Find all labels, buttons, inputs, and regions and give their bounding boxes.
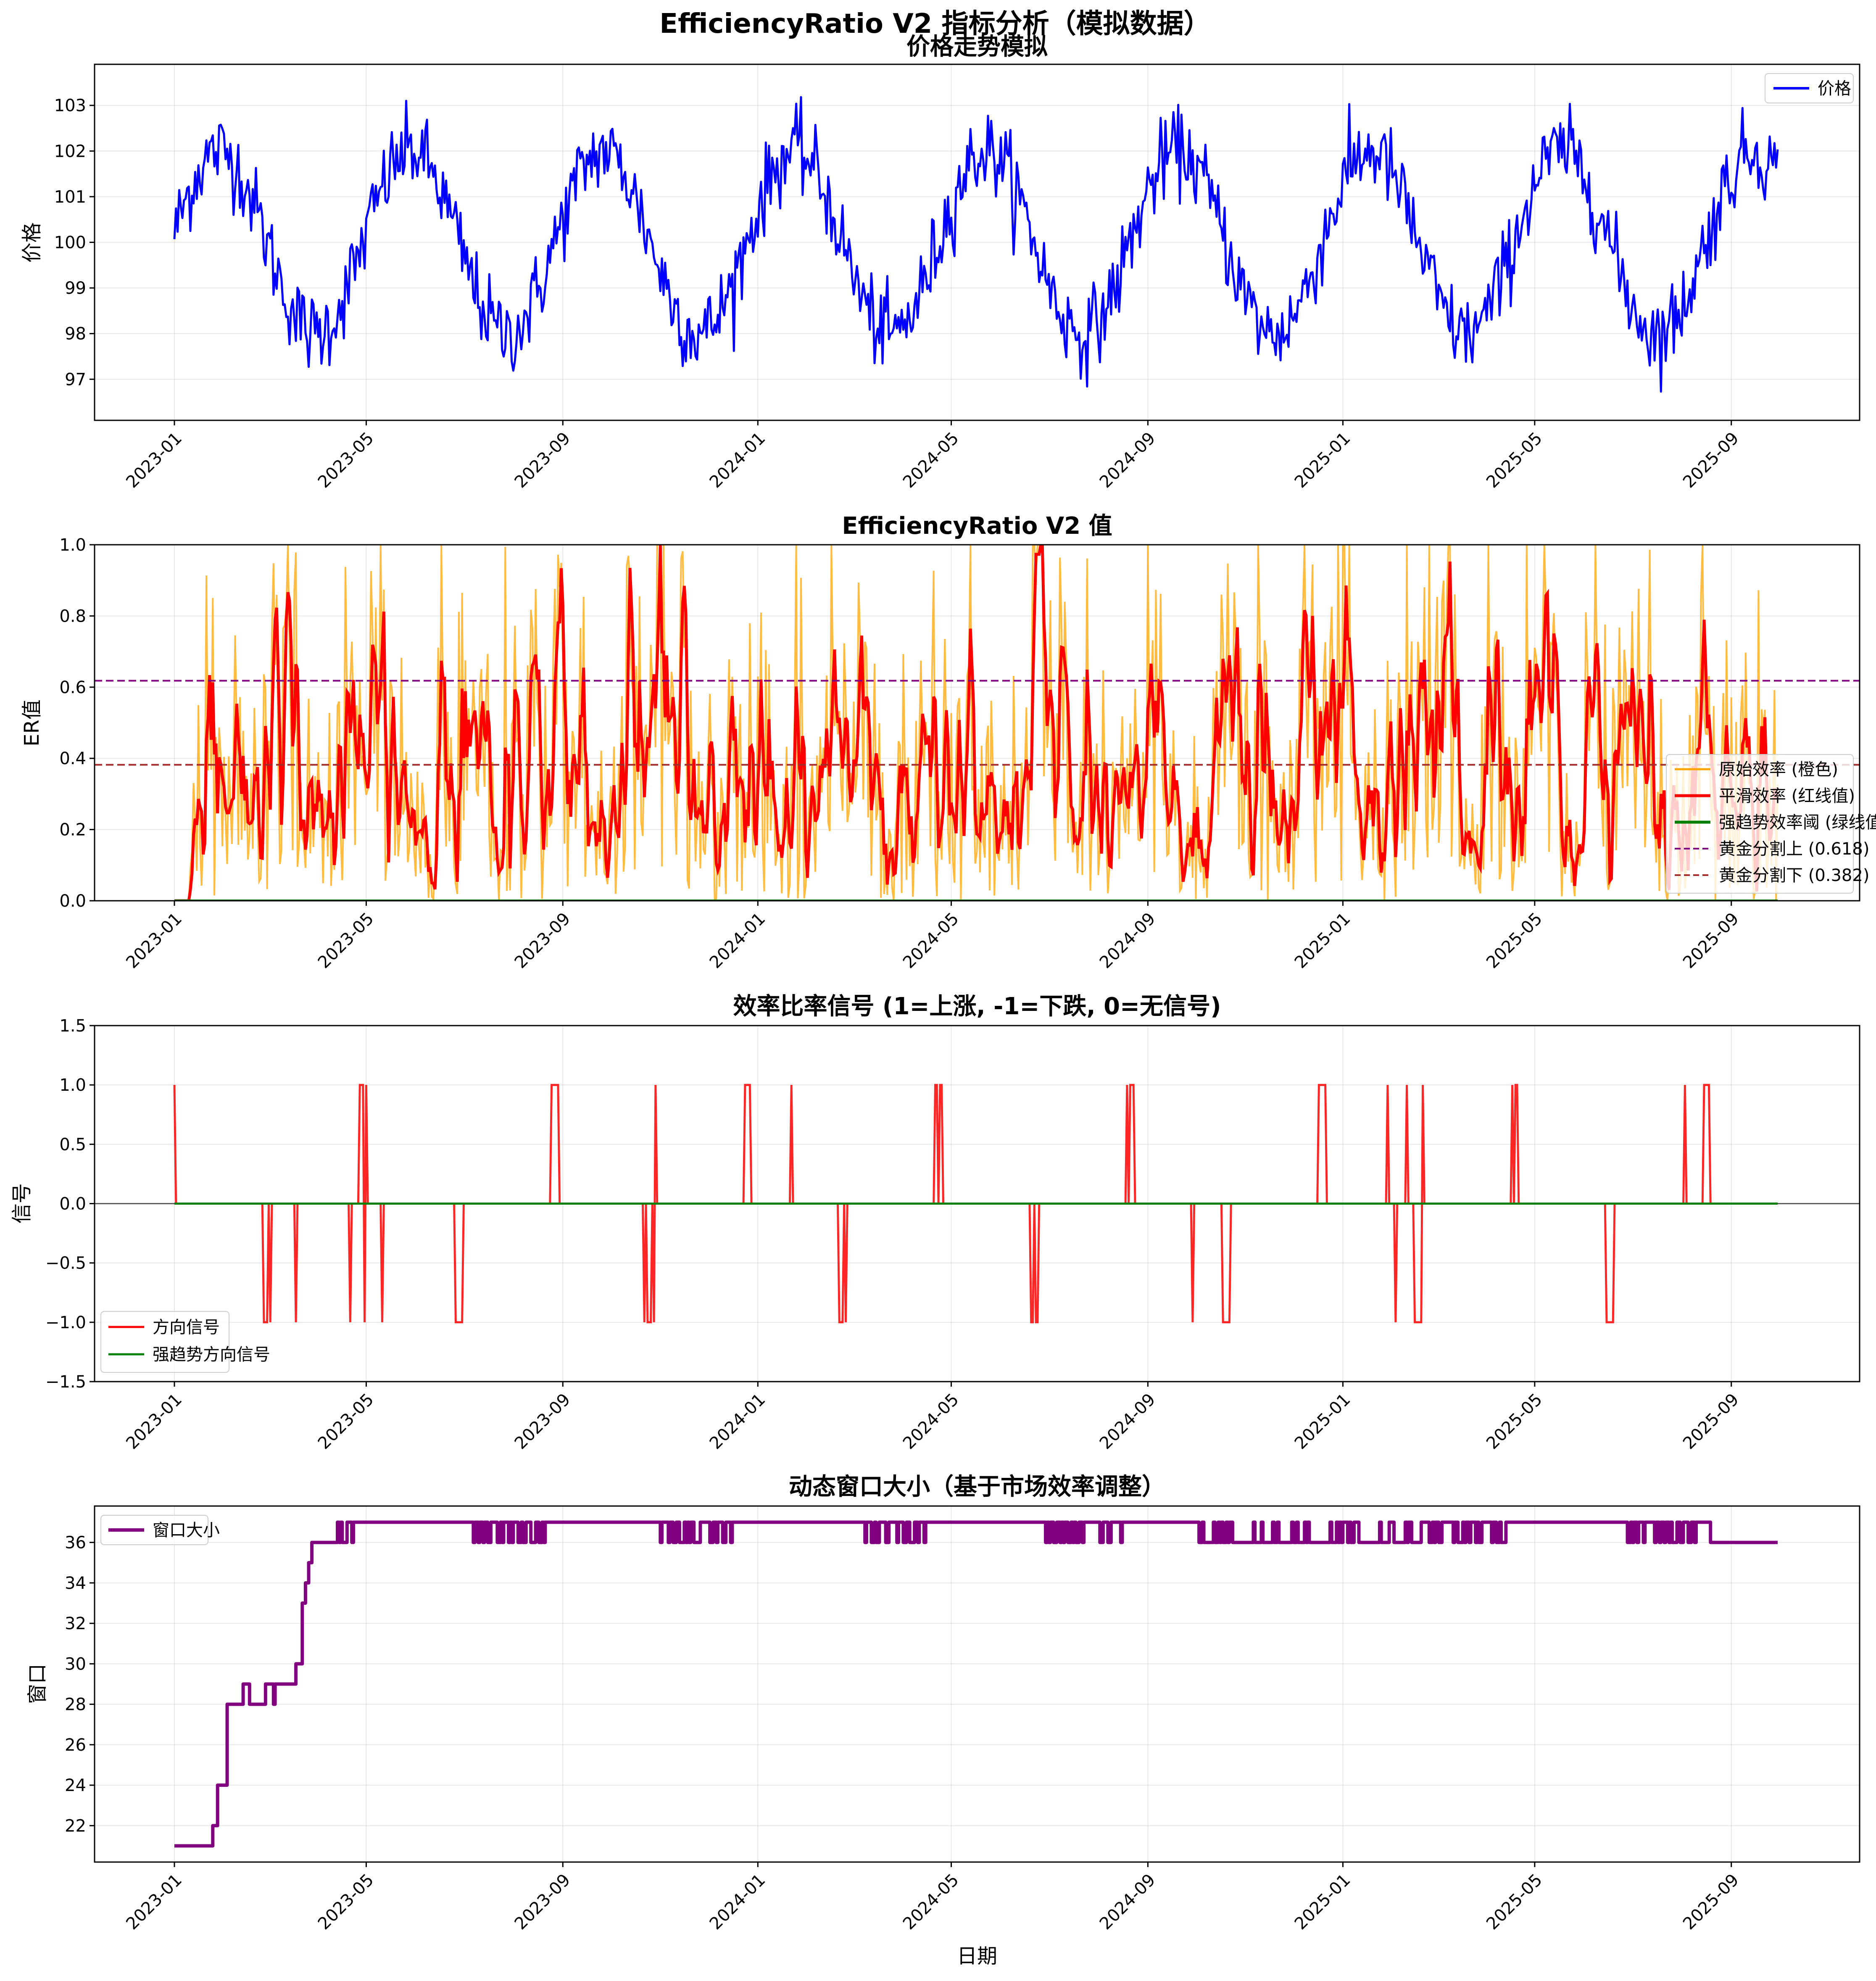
er-legend-label: 黄金分割下 (0.382) (1719, 866, 1869, 885)
price-y-label: 价格 (20, 222, 44, 263)
window-plot-area (174, 1520, 1778, 1848)
signal-legend-label: 方向信号 (153, 1318, 220, 1337)
window-legend-box (100, 1515, 208, 1545)
y-tick-label: 0.0 (59, 892, 86, 911)
er-legend-label: 强趋势效率阈 (绿线值) (1719, 813, 1876, 832)
price-legend: 价格 (1765, 73, 1854, 103)
window-axes-frame (94, 1505, 1860, 1863)
window-grid (95, 1506, 1860, 1862)
er-legend-box (1666, 754, 1854, 894)
signal-legend-label: 强趋势方向信号 (153, 1345, 270, 1364)
price-panel-title: 价格走势模拟 (906, 33, 1048, 61)
er-lines (95, 545, 1860, 901)
y-tick-label: 0.8 (59, 607, 86, 626)
y-tick-label: 28 (65, 1695, 86, 1715)
window-y-ticks: 22 24 26 28 30 32 34 36 (65, 1533, 95, 1836)
signal-y-ticks: −1.5 −1.0 −0.5 0.0 0.5 1.0 1.5 (45, 1016, 95, 1392)
window-legend: 窗口大小 (100, 1515, 220, 1545)
y-tick-label: 1.0 (59, 535, 86, 555)
y-tick-label: 1.5 (59, 1016, 86, 1036)
window-y-label: 窗口 (26, 1664, 49, 1704)
y-tick-label: −1.5 (45, 1372, 86, 1392)
y-tick-label: 103 (54, 96, 86, 116)
er-plot-area (95, 545, 1860, 901)
price-legend-label: 价格 (1818, 79, 1851, 98)
y-tick-label: 97 (65, 370, 86, 389)
y-tick-label: 22 (65, 1816, 86, 1836)
y-tick-label: −1.0 (45, 1313, 86, 1332)
y-tick-label: 0.5 (59, 1135, 86, 1154)
y-tick-label: 34 (65, 1574, 86, 1593)
y-tick-label: 98 (65, 324, 86, 344)
y-tick-label: 0.4 (59, 749, 86, 768)
y-tick-label: 101 (54, 187, 86, 207)
er-legend-label: 原始效率 (橙色) (1719, 760, 1838, 779)
y-tick-label: 0.0 (59, 1195, 86, 1214)
er-axes-frame (94, 544, 1860, 902)
y-tick-label: 0.6 (59, 678, 86, 697)
y-tick-label: 26 (65, 1736, 86, 1755)
y-tick-label: 0.2 (59, 820, 86, 840)
er-y-ticks: 0.0 0.2 0.4 0.6 0.8 1.0 (59, 535, 95, 911)
price-y-ticks: 97 98 99 100 101 102 103 (54, 96, 95, 389)
figure-title: EfficiencyRatio V2 指标分析（模拟数据） (659, 8, 1210, 40)
y-tick-label: 102 (54, 142, 86, 161)
signal-plot-area (95, 1084, 1860, 1324)
er-y-label: ER值 (20, 699, 44, 747)
window-size-line (174, 1520, 1778, 1848)
y-tick-label: 32 (65, 1614, 86, 1633)
window-legend-label: 窗口大小 (153, 1521, 220, 1540)
y-tick-label: 24 (65, 1776, 86, 1795)
er-legend-label: 黄金分割上 (0.618) (1719, 839, 1869, 859)
er-legend-label: 平滑效率 (红线值) (1719, 786, 1855, 806)
price-line (173, 96, 1779, 393)
y-tick-label: −0.5 (45, 1254, 86, 1273)
er-panel-title: EfficiencyRatio V2 值 (842, 512, 1112, 540)
y-tick-label: 36 (65, 1533, 86, 1553)
y-tick-label: 100 (54, 233, 86, 253)
signal-panel-title: 效率比率信号 (1=上涨, -1=下跌, 0=无信号) (733, 993, 1221, 1020)
y-tick-label: 30 (65, 1654, 86, 1674)
y-tick-label: 1.0 (59, 1076, 86, 1095)
signal-y-label: 信号 (10, 1183, 34, 1224)
er-legend: 原始效率 (橙色) 平滑效率 (红线值) 强趋势效率阈 (绿线值) 黄金分割上 (0.… (1666, 754, 1876, 894)
price-grid (95, 64, 1860, 420)
y-tick-label: 99 (65, 279, 86, 298)
window-x-label: 日期 (957, 1944, 997, 1968)
price-plot-area (173, 96, 1779, 393)
window-panel-title: 动态窗口大小（基于市场效率调整） (789, 1473, 1165, 1501)
er-smooth-line (174, 545, 1779, 901)
